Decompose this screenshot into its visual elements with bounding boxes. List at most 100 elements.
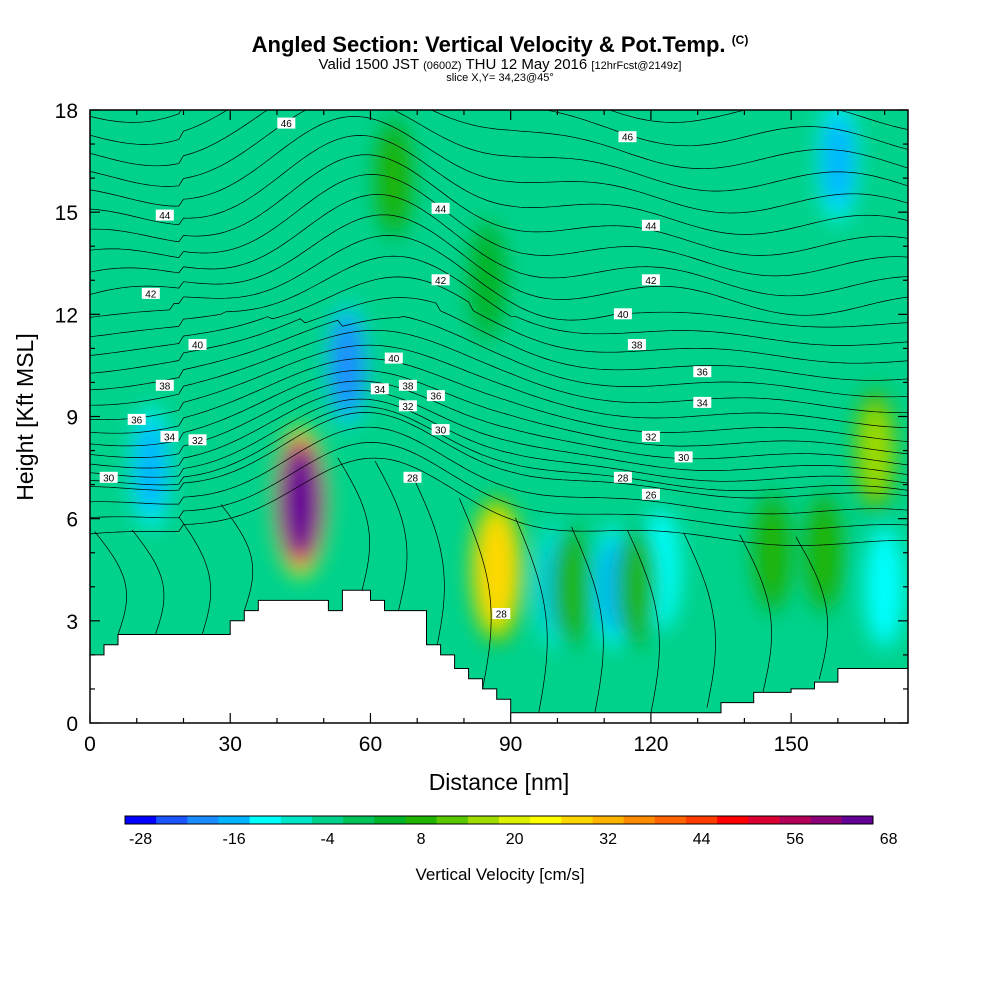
contour-label: 44 xyxy=(431,202,450,215)
contour-label-text: 44 xyxy=(159,211,171,222)
contour-label-text: 34 xyxy=(697,398,709,409)
colorbar-swatch xyxy=(779,816,811,824)
valid-time: Valid 1500 JST xyxy=(318,56,419,73)
theta-contour xyxy=(90,214,908,316)
theta-contour-mixed xyxy=(178,516,212,635)
contour-label-text: 42 xyxy=(145,289,157,300)
colorbar-swatch xyxy=(623,816,656,824)
terrain-mask xyxy=(90,589,908,723)
contour-label-text: 30 xyxy=(678,453,690,464)
contour-label-bg xyxy=(426,390,445,402)
colorbar-tick-label: 20 xyxy=(506,831,524,848)
contour-label-bg xyxy=(627,339,646,350)
contour-label-text: 42 xyxy=(645,276,657,287)
colorbar-tick-label: -4 xyxy=(320,831,334,848)
contour-label: 38 xyxy=(155,379,174,392)
plot-area: 46 46 44 44 44 42 42 42 40 40 40 38 38 38 36 36 36 34 34 34… xyxy=(90,0,908,723)
theta-contour xyxy=(90,194,908,297)
theta-contour xyxy=(90,255,908,346)
contour-label: 28 xyxy=(492,608,511,621)
velocity-cell xyxy=(757,506,788,599)
colorbar-swatch xyxy=(748,816,780,824)
theta-contour xyxy=(90,110,908,170)
contour-label: 36 xyxy=(127,413,146,426)
colorbar-swatch xyxy=(280,816,313,824)
theta-contour xyxy=(90,426,908,515)
colorbar-frame xyxy=(124,815,874,825)
theta-contour xyxy=(90,406,908,491)
x-axis: 0 30 60 90 120 150 xyxy=(84,110,886,756)
colorbar-tick-label: 8 xyxy=(417,831,426,848)
contour-label-text: 36 xyxy=(697,368,709,379)
theta-contour xyxy=(90,358,908,442)
contour-label-text: 36 xyxy=(430,392,442,403)
theta-contour xyxy=(90,398,908,484)
y-tick-label: 9 xyxy=(66,407,78,430)
theta-contour xyxy=(90,276,908,364)
contour-label-text: 38 xyxy=(631,341,643,352)
contour-label-text: 36 xyxy=(131,415,143,426)
contour-label: 34 xyxy=(693,396,712,409)
contour-label-bg xyxy=(370,383,389,395)
contour-label-bg xyxy=(641,430,660,442)
contour-label-text: 28 xyxy=(617,473,629,484)
theta-contour-mixed xyxy=(627,530,660,713)
contour-label-bg xyxy=(641,274,660,286)
contour-label-bg xyxy=(613,471,632,483)
x-tick-label: 120 xyxy=(633,733,668,756)
contour-label-bg xyxy=(492,608,511,619)
colorbar-tick-label: 32 xyxy=(599,831,617,848)
contour-label-text: 38 xyxy=(159,381,171,392)
contour-label: 32 xyxy=(398,400,417,413)
theta-contour-mixed xyxy=(458,498,492,689)
contour-label: 42 xyxy=(641,274,660,287)
contour-label: 42 xyxy=(431,274,450,287)
contour-label-text: 32 xyxy=(645,432,657,443)
colorbar-swatch xyxy=(436,816,469,824)
contour-label: 40 xyxy=(384,352,403,365)
theta-contour xyxy=(90,412,908,499)
contour-label-text: 28 xyxy=(407,473,419,484)
theta-contour-mixed xyxy=(131,529,165,635)
theta-contour xyxy=(90,457,908,546)
contour-label-text: 42 xyxy=(435,276,447,287)
contour-label: 30 xyxy=(99,471,118,484)
y-axis-title: Height [Kft MSL] xyxy=(12,333,38,500)
velocity-cell xyxy=(621,540,653,633)
contour-label: 34 xyxy=(370,383,389,396)
contour-label-bg xyxy=(641,488,660,500)
chart-title-unit: (C) xyxy=(731,33,749,47)
theta-contour xyxy=(90,297,908,381)
contour-label: 38 xyxy=(627,339,646,352)
velocity-cell xyxy=(808,506,840,599)
colorbar-swatch xyxy=(467,816,500,824)
contour-label-bg xyxy=(155,209,174,221)
colorbar-swatch xyxy=(187,816,219,824)
contour-label: 30 xyxy=(431,424,450,437)
contour-label-bg xyxy=(693,396,712,408)
y-tick-label: 6 xyxy=(66,509,78,532)
contour-label-text: 44 xyxy=(645,221,657,232)
theta-contour-mixed xyxy=(220,504,254,611)
theta-contour xyxy=(90,380,908,466)
contour-label-text: 46 xyxy=(281,119,293,130)
contour-label-text: 30 xyxy=(435,426,447,437)
velocity-cell xyxy=(859,404,891,497)
colorbar-swatch xyxy=(530,816,562,824)
y-tick-label: 18 xyxy=(55,100,78,123)
x-tick-label: 150 xyxy=(774,733,809,756)
theta-contour xyxy=(90,0,908,60)
contour-label: 46 xyxy=(277,117,296,130)
x-axis-title: Distance [nm] xyxy=(429,769,570,795)
theta-contour xyxy=(90,390,908,476)
slice-info: slice X,Y= 34,23@45° xyxy=(446,72,554,84)
contour-label-bg xyxy=(188,434,207,446)
theta-contour xyxy=(90,135,908,235)
theta-contour-mixed xyxy=(337,457,370,594)
colorbar-tick-label: 68 xyxy=(880,831,898,848)
theta-contour xyxy=(90,235,908,328)
colorbar-swatch xyxy=(717,816,749,824)
x-tick-label: 0 xyxy=(84,733,96,756)
contour-label-bg xyxy=(160,430,179,442)
